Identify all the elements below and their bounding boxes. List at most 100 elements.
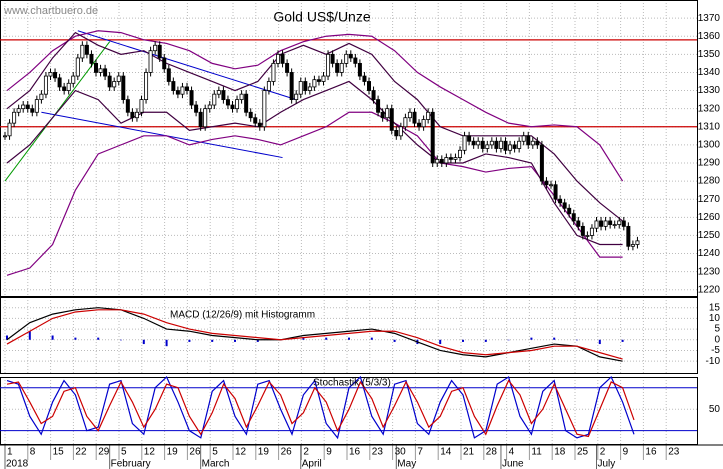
candle: [139, 99, 144, 113]
candle: [171, 81, 176, 91]
histogram-bar: [621, 339, 624, 342]
x-tick-label: 16: [645, 447, 657, 458]
candle: [21, 104, 26, 110]
histogram-bar: [393, 339, 396, 342]
candle: [89, 53, 94, 64]
candle: [457, 149, 462, 158]
candle: [3, 135, 8, 138]
candle: [467, 135, 472, 142]
candle: [567, 207, 572, 215]
histogram-bar: [553, 337, 556, 340]
y-tick-label: 5: [714, 324, 720, 335]
candle: [385, 108, 390, 119]
candle: [589, 227, 594, 236]
x-tick-label: 22: [75, 447, 87, 458]
candle: [321, 75, 326, 82]
chart-title: Gold US$/Unze: [273, 9, 370, 25]
y-tick-label: 1330: [698, 85, 721, 96]
candle: [453, 157, 458, 160]
histogram-bar: [188, 339, 191, 342]
x-tick-label: 1: [7, 447, 13, 458]
candle: [430, 111, 435, 164]
candle: [621, 220, 626, 227]
y-tick-label: 1320: [698, 103, 721, 114]
macd-title: MACD (12/26/9) mit Histogramm: [170, 310, 315, 321]
candle: [275, 53, 280, 64]
candle: [626, 225, 631, 247]
candle: [517, 140, 522, 149]
x-tick-label: 9: [326, 447, 332, 458]
x-tick-label: 11: [531, 447, 542, 458]
candle: [608, 220, 613, 225]
candle: [558, 198, 563, 204]
candle: [394, 129, 399, 137]
y-tick-label: 1260: [698, 212, 721, 223]
candle: [485, 144, 490, 149]
candle: [526, 135, 531, 146]
candle: [157, 44, 162, 59]
candle: [235, 99, 240, 110]
x-tick-label: 26: [189, 447, 201, 458]
candle: [162, 57, 167, 70]
candle: [39, 93, 44, 101]
x-tick-label: 14: [440, 447, 452, 458]
band-upper2: [6, 31, 623, 222]
candle: [98, 68, 103, 73]
month-label: April: [302, 459, 322, 469]
y-tick-label: 15: [709, 302, 721, 313]
candle: [307, 86, 312, 91]
candle: [539, 144, 544, 182]
candle: [421, 119, 426, 128]
candle: [489, 140, 494, 146]
candle: [189, 90, 194, 106]
candle: [403, 117, 408, 128]
candle: [549, 184, 554, 187]
y-tick-label: 1250: [698, 230, 721, 241]
candle: [376, 99, 381, 113]
histogram-bar: [211, 339, 214, 342]
candle: [494, 140, 499, 149]
month-label: 2018: [6, 459, 29, 469]
candle: [448, 157, 453, 160]
histogram-bar: [97, 337, 100, 340]
x-tick-label: 18: [554, 447, 566, 458]
stoch-k: [6, 375, 635, 440]
histogram-bar: [142, 339, 145, 345]
y-tick-label: 1360: [698, 31, 721, 42]
x-tick-label: 7: [417, 447, 423, 458]
y-tick-label: 1290: [698, 158, 721, 169]
candle: [617, 220, 622, 225]
candle: [312, 79, 317, 88]
candle: [303, 81, 308, 91]
candle: [426, 111, 431, 120]
candle: [221, 90, 226, 101]
candle: [84, 44, 89, 55]
histogram-bar: [120, 339, 122, 341]
candle: [417, 122, 422, 128]
y-tick-label: 1280: [698, 176, 721, 187]
candle: [121, 75, 126, 101]
candle: [435, 158, 440, 164]
candle: [239, 93, 244, 101]
watermark: www.chartbuero.de: [3, 5, 98, 17]
candle: [398, 126, 403, 137]
candle: [335, 62, 340, 73]
candle: [280, 53, 285, 64]
month-label: July: [598, 459, 616, 469]
x-tick-label: 25: [577, 447, 589, 458]
candle: [326, 53, 331, 77]
x-tick-label: 21: [463, 447, 475, 458]
y-tick-label: 1230: [698, 266, 721, 277]
candle: [203, 108, 208, 128]
candle: [253, 117, 258, 124]
candle: [248, 111, 253, 119]
month-label: February: [111, 459, 151, 469]
candle: [580, 225, 585, 236]
trend-line: [41, 111, 283, 159]
month-label: May: [397, 459, 416, 469]
candle: [225, 99, 230, 106]
candle: [508, 144, 513, 151]
x-tick-label: 5: [212, 447, 218, 458]
candle: [521, 135, 526, 142]
